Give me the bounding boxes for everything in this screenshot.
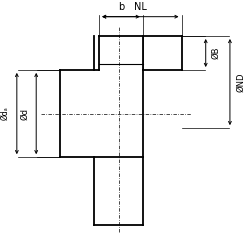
Polygon shape [94, 34, 143, 70]
Polygon shape [94, 157, 143, 225]
Text: ØB: ØB [212, 47, 221, 59]
Text: Ød: Ød [20, 108, 29, 120]
Text: b: b [118, 2, 124, 12]
Text: Ødₐ: Ødₐ [0, 107, 10, 120]
Polygon shape [60, 70, 99, 157]
Text: ØND: ØND [236, 72, 245, 92]
Polygon shape [99, 70, 143, 157]
Text: NL: NL [134, 2, 147, 12]
Polygon shape [99, 36, 182, 70]
